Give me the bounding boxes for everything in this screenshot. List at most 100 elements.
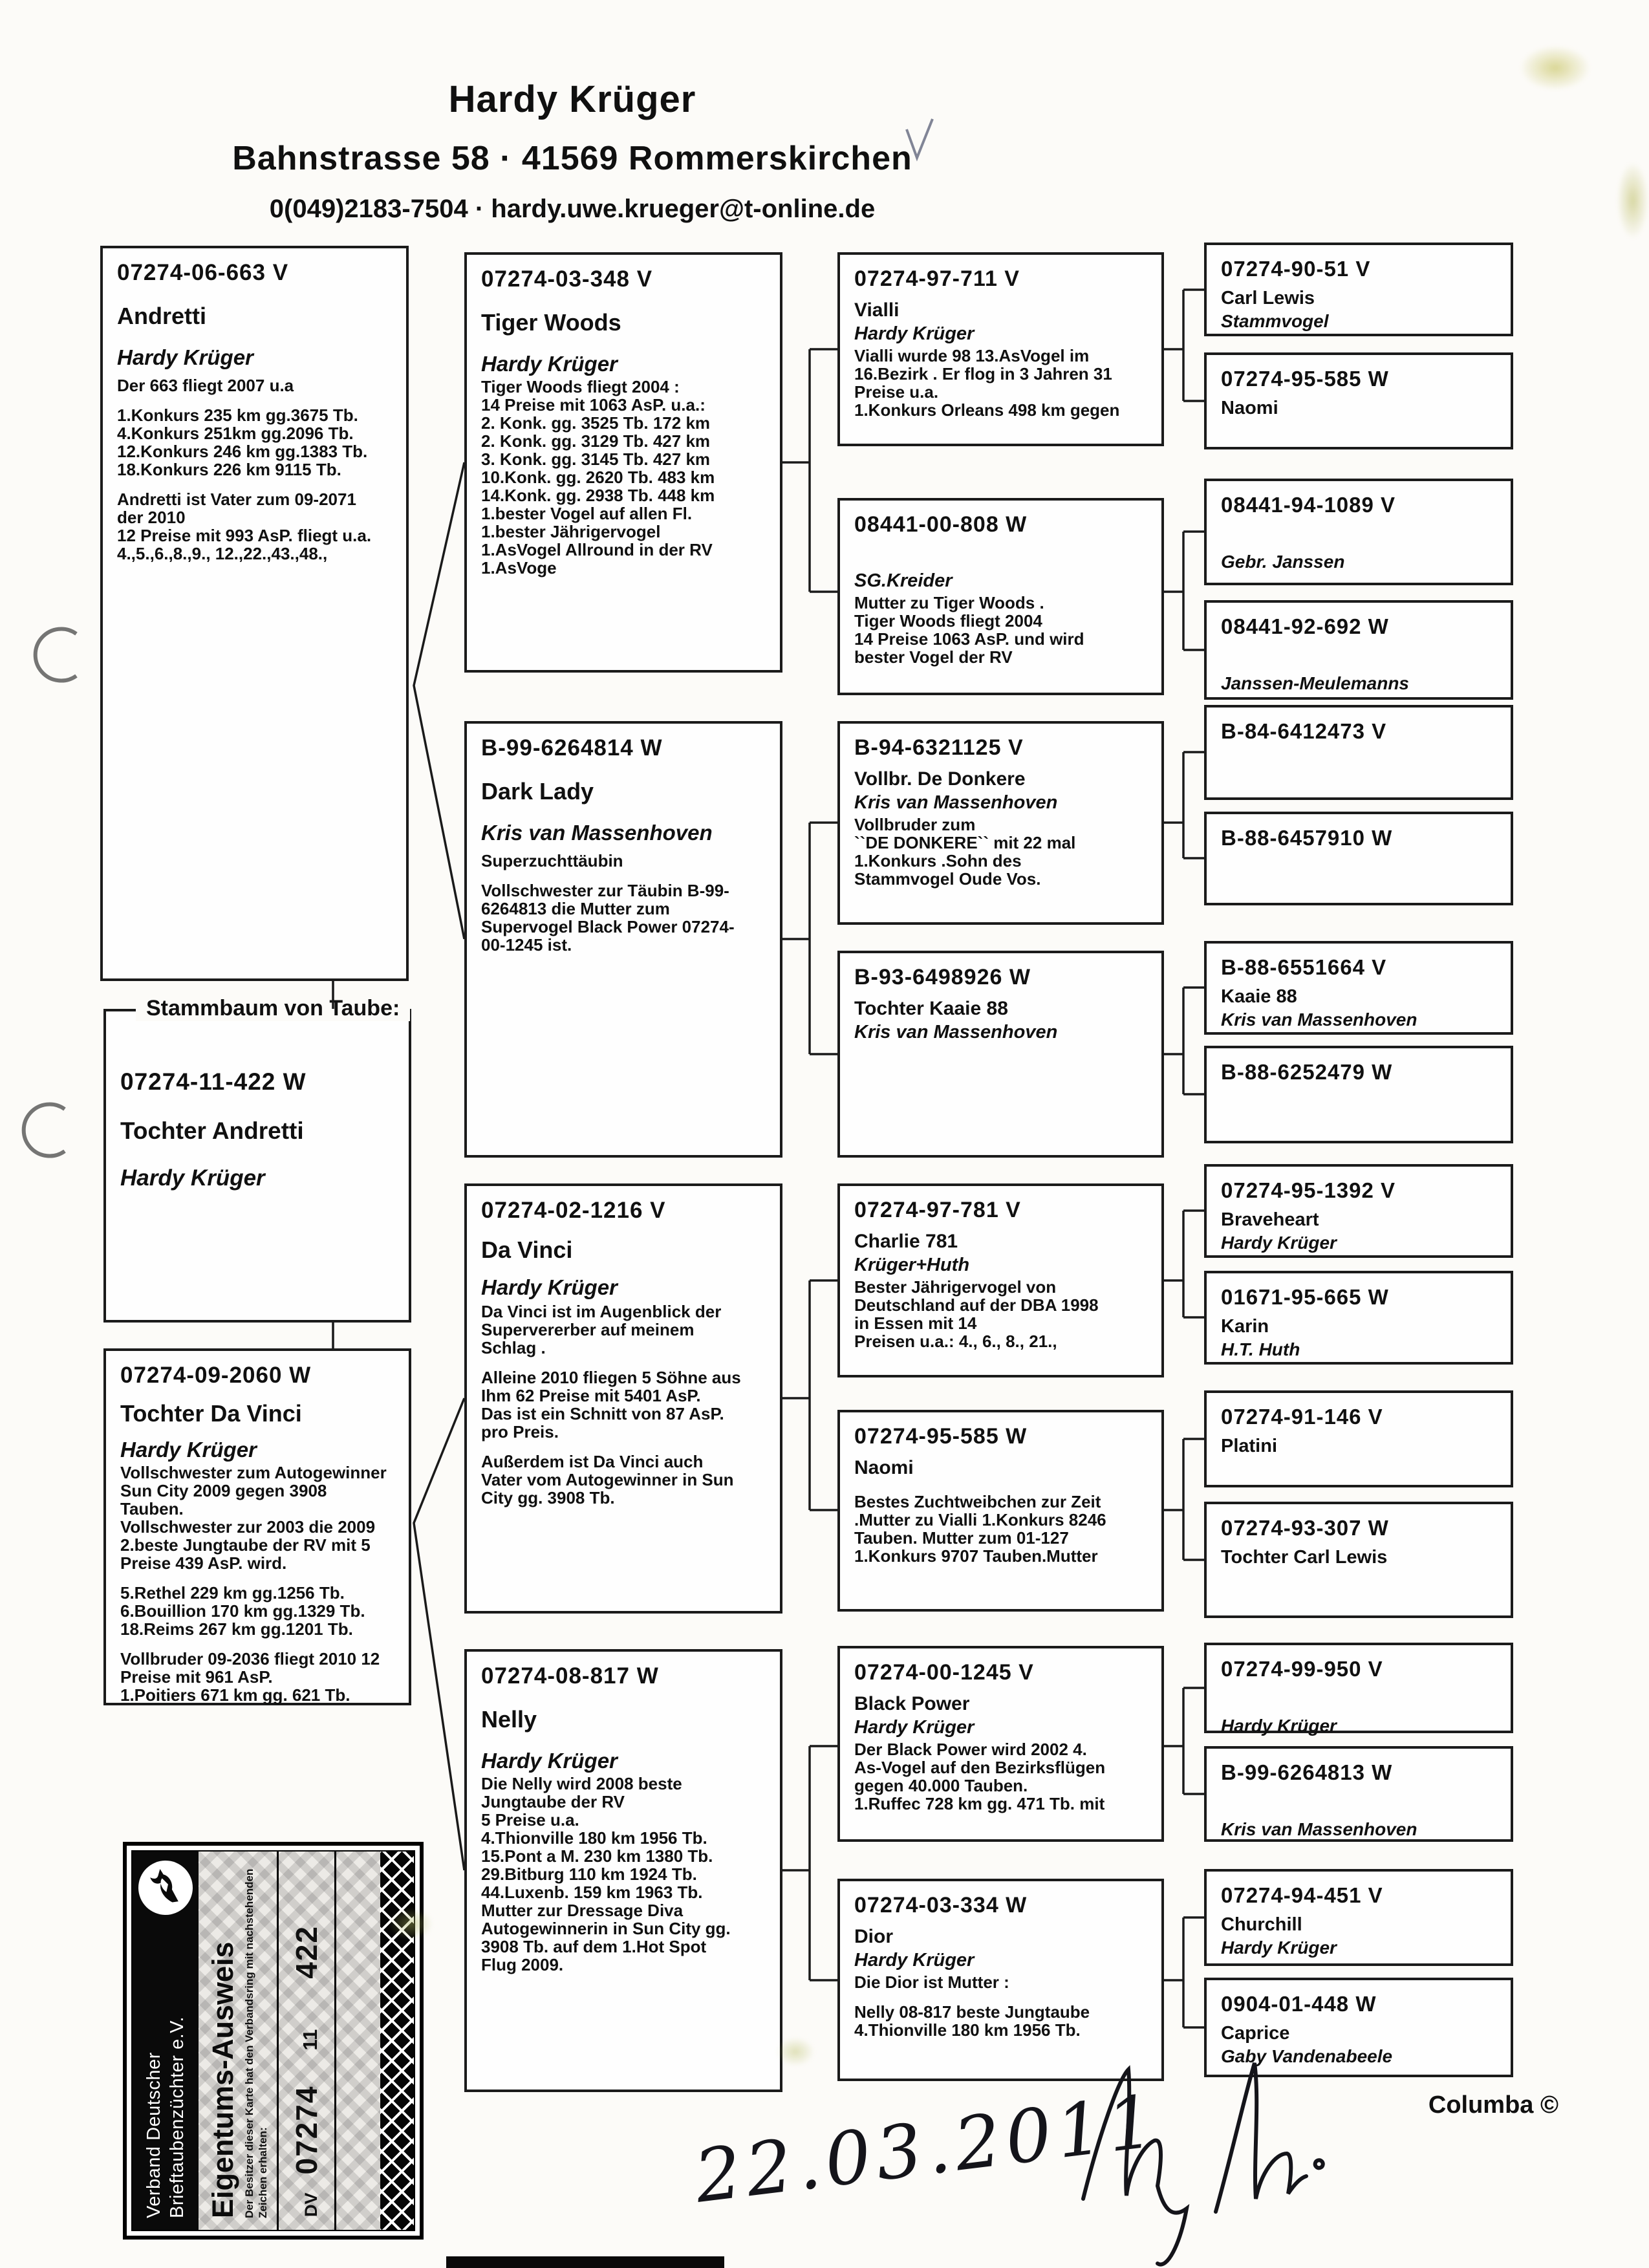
breeder-name: Hardy Krüger xyxy=(481,1275,618,1299)
pigeon-name: Black Power xyxy=(854,1693,970,1714)
text-line: Supervererber auf meinem xyxy=(481,1320,695,1339)
pigeon-notes: Vollbruder zum ``DE DONKERE`` mit 22 mal 1… xyxy=(854,815,1147,888)
text-line: Superzuchttäubin xyxy=(481,851,623,870)
breeder-name: Janssen-Meulemanns xyxy=(1221,673,1409,693)
signature xyxy=(1081,2062,1325,2267)
pedigree-box-great-grandparent: 07274-95-585 W Naomi Bestes Zuchtweibche… xyxy=(837,1410,1164,1612)
pigeon-notes: Superzuchttäubin Vollschwester zur Täubin… xyxy=(481,852,766,954)
ring-number: B-88-6551664 V xyxy=(1221,955,1387,979)
text-line: 15.Pont a M. 230 km 1380 Tb. xyxy=(481,1846,713,1866)
pigeon-name: Tochter Kaaie 88 xyxy=(854,998,1008,1019)
breeder-name: Hardy Krüger xyxy=(120,1165,265,1191)
scan-smudge xyxy=(776,2037,815,2066)
text-line: 18.Konkurs 226 km 9115 Tb. xyxy=(117,460,341,479)
text-line: 3. Konk. gg. 3145 Tb. 427 km xyxy=(481,449,711,469)
breeder-name: Hardy Krüger xyxy=(854,323,975,344)
ring-number: B-84-6412473 V xyxy=(1221,719,1387,743)
pedigree-box-gg-grandparent: B-84-6412473 V xyxy=(1204,705,1513,800)
handwritten-date: 22.03.2011 xyxy=(689,2079,1163,2219)
text-line: 2. Konk. gg. 3129 Tb. 427 km xyxy=(481,431,711,451)
text-line: Vollbruder 09-2036 fliegt 2010 12 xyxy=(120,1649,380,1669)
pigeon-name: Kaaie 88 xyxy=(1221,986,1297,1007)
text-line: Bestes Zuchtweibchen zur Zeit xyxy=(854,1492,1101,1511)
connector-father-grandparents xyxy=(413,462,466,940)
text-line: Deutschland auf der DBA 1998 xyxy=(854,1295,1099,1315)
breeder-name: Hardy Krüger xyxy=(1221,1716,1337,1736)
breeder-name: Kris van Massenhoven xyxy=(854,792,1058,813)
breeder-name: Hardy Krüger xyxy=(120,1438,257,1462)
pedigree-box-gg-grandparent: 01671-95-665 W Karin H.T. Huth xyxy=(1204,1271,1513,1365)
pedigree-box-gg-grandparent: 08441-92-692 W Janssen-Meulemanns xyxy=(1204,600,1513,700)
pigeon-notes: Vialli wurde 98 13.AsVogel im 16.Bezirk .… xyxy=(854,347,1147,419)
pedigree-box-gg-grandparent: 07274-99-950 V Hardy Krüger xyxy=(1204,1643,1513,1736)
text-line: 1.Konkurs 9707 Tauben.Mutter xyxy=(854,1546,1098,1566)
ring-number: 07274-95-1392 V xyxy=(1221,1178,1396,1202)
pigeon-notes: Mutter zu Tiger Woods . Tiger Woods flieg… xyxy=(854,594,1147,666)
text-line: 44.Luxenb. 159 km 1963 Tb. xyxy=(481,1883,703,1902)
text-line: Flug 2009. xyxy=(481,1955,564,1974)
text-line: 1.Konkurs .Sohn des xyxy=(854,851,1022,870)
text-line: 6.Bouillion 170 km gg.1329 Tb. xyxy=(120,1601,365,1621)
ring-number: 07274-09-2060 W xyxy=(120,1363,312,1388)
pedigree-box-gg-grandparent: 0904-01-448 W Caprice Gaby Vandenabeele xyxy=(1204,1978,1513,2077)
text-line: 5.Rethel 229 km gg.1256 Tb. xyxy=(120,1583,345,1603)
pigeon-name: Dior xyxy=(854,1926,893,1947)
pigeon-name: Vollbr. De Donkere xyxy=(854,768,1026,790)
text-line: Ihm 62 Preise mit 5401 AsP. xyxy=(481,1386,701,1405)
ring-number: B-93-6498926 W xyxy=(854,965,1031,989)
breeder-name: Krüger+Huth xyxy=(854,1255,970,1275)
text-line: in Essen mit 14 xyxy=(854,1313,977,1333)
text-line: Preisen u.a.: 4., 6., 8., 21., xyxy=(854,1332,1057,1351)
text-line: Jungtaube der RV xyxy=(481,1792,625,1811)
breeder-name: Stammvogel xyxy=(1221,311,1329,331)
pedigree-box-grandparent: B-99-6264814 W Dark Lady Kris van Massen… xyxy=(464,721,782,1158)
owner-name: Hardy Krüger xyxy=(448,78,696,120)
scan-artifact-strip xyxy=(446,2256,724,2268)
ring-number: 07274-95-585 W xyxy=(854,1424,1028,1449)
text-line: ``DE DONKERE`` mit 22 mal xyxy=(854,833,1076,852)
pedigree-box-mother: 07274-09-2060 W Tochter Da Vinci Hardy K… xyxy=(103,1348,411,1705)
text-line: bester Vogel der RV xyxy=(854,647,1013,667)
text-line: 4.,5.,6.,8.,9., 12.,22.,43.,48., xyxy=(117,544,328,563)
scan-smudge xyxy=(388,1908,433,1940)
text-line: 12.Konkurs 246 km gg.1383 Tb. xyxy=(117,442,368,461)
text-line: pro Preis. xyxy=(481,1422,559,1442)
text-line: 3908 Tb. auf dem 1.Hot Spot xyxy=(481,1937,707,1956)
text-line: Preise mit 961 AsP. xyxy=(120,1667,273,1687)
text-line: Andretti ist Vater zum 09-2071 xyxy=(117,490,356,509)
breeder-name: Hardy Krüger xyxy=(1221,1233,1337,1253)
text-line: 14 Preise 1063 AsP. und wird xyxy=(854,629,1084,649)
breeder-name: Hardy Krüger xyxy=(481,352,618,376)
breeder-name: Hardy Krüger xyxy=(117,345,253,369)
text-line: Schlag . xyxy=(481,1338,546,1357)
punch-hole xyxy=(21,1102,66,1158)
pigeon-name: Karin xyxy=(1221,1316,1269,1337)
pigeon-name: Naomi xyxy=(1221,398,1278,418)
pedigree-box-great-grandparent: 08441-00-808 W SG.Kreider Mutter zu Tige… xyxy=(837,498,1164,695)
text-line: Alleine 2010 fliegen 5 Söhne aus xyxy=(481,1368,741,1387)
text-line: Stammvogel Oude Vos. xyxy=(854,869,1041,889)
text-line: Vollschwester zur 2003 die 2009 xyxy=(120,1517,376,1537)
document-header: Hardy Krüger Bahnstrasse 58 · 41569 Romm… xyxy=(149,78,996,224)
text-line: Mutter zu Tiger Woods . xyxy=(854,593,1044,612)
pedigree-box-great-grandparent: 07274-97-711 V Vialli Hardy Krüger Viall… xyxy=(837,252,1164,446)
text-line: Vollschwester zum Autogewinner xyxy=(120,1463,387,1482)
text-line: der 2010 xyxy=(117,508,186,527)
ring-number: B-99-6264813 W xyxy=(1221,1760,1393,1784)
pigeon-name: Vialli xyxy=(854,299,900,321)
pedigree-box-gg-grandparent: 08441-94-1089 V Gebr. Janssen xyxy=(1204,479,1513,585)
pigeon-name: Tochter Da Vinci xyxy=(120,1400,302,1427)
pedigree-box-grandparent: 07274-08-817 W Nelly Hardy Krüger Die Ne… xyxy=(464,1649,782,2092)
pedigree-box-father: 07274-06-663 V Andretti Hardy Krüger Der… xyxy=(100,246,409,981)
ring-number: 07274-97-781 V xyxy=(854,1198,1021,1222)
breeder-name: Kris van Massenhoven xyxy=(1221,1819,1417,1839)
pigeon-notes: Da Vinci ist im Augenblick der Superverer… xyxy=(481,1302,766,1507)
pedigree-box-gg-grandparent: 07274-90-51 V Carl Lewis Stammvogel xyxy=(1204,243,1513,336)
pedigree-box-great-grandparent: 07274-03-334 W Dior Hardy Krüger Die Dio… xyxy=(837,1879,1164,2081)
text-line: Der 663 fliegt 2007 u.a xyxy=(117,376,294,395)
text-line: Sun City 2009 gegen 3908 xyxy=(120,1481,327,1500)
pigeon-notes: Der Black Power wird 2002 4. As-Vogel auf… xyxy=(854,1740,1147,1813)
pedigree-box-great-grandparent: B-93-6498926 W Tochter Kaaie 88 Kris van… xyxy=(837,951,1164,1158)
ring-number: 07274-97-711 V xyxy=(854,266,1020,291)
text-line: Tiger Woods fliegt 2004 xyxy=(854,611,1042,631)
